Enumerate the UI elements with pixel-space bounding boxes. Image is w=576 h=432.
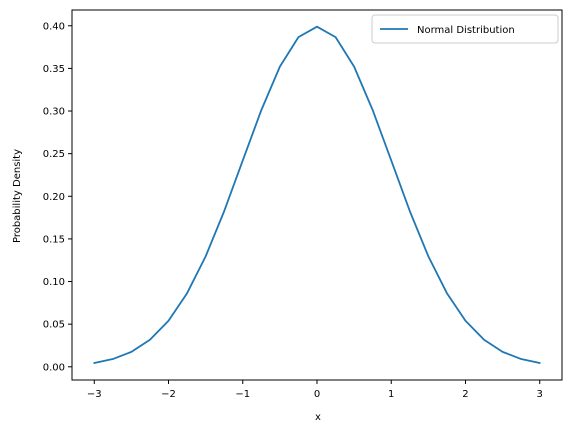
x-axis-label: x bbox=[315, 412, 321, 423]
y-tick-label: 0.25 bbox=[43, 149, 65, 160]
x-tick-label: 1 bbox=[388, 389, 394, 400]
y-tick-label: 0.15 bbox=[43, 234, 65, 245]
y-axis-label: Probability Density bbox=[12, 149, 23, 243]
x-tick-label: −1 bbox=[235, 389, 250, 400]
legend: Normal Distribution bbox=[371, 14, 559, 44]
legend-label: Normal Distribution bbox=[417, 25, 515, 36]
axes: −3 −2 −1 0 1 2 3 0.00 0.05 0.10 0.15 0.20 0.25 0.30 0.… bbox=[43, 9, 563, 400]
y-tick-label: 0.00 bbox=[43, 362, 65, 373]
y-tick-label: 0.05 bbox=[43, 320, 65, 331]
y-tick-label: 0.40 bbox=[43, 21, 65, 32]
x-tick-label: 2 bbox=[462, 389, 468, 400]
x-tick-label: −3 bbox=[87, 389, 102, 400]
x-tick-label: 0 bbox=[314, 389, 320, 400]
series-line-0 bbox=[93, 25, 541, 364]
x-tick-label: −2 bbox=[161, 389, 176, 400]
y-tick-label: 0.20 bbox=[43, 192, 65, 203]
y-tick-label: 0.35 bbox=[43, 64, 65, 75]
y-tick-label: 0.30 bbox=[43, 107, 65, 118]
x-tick-label: 3 bbox=[537, 389, 543, 400]
legend-frame bbox=[371, 14, 559, 44]
plot-area bbox=[93, 25, 541, 364]
axes-frame bbox=[71, 9, 563, 381]
y-tick-label: 0.10 bbox=[43, 277, 65, 288]
